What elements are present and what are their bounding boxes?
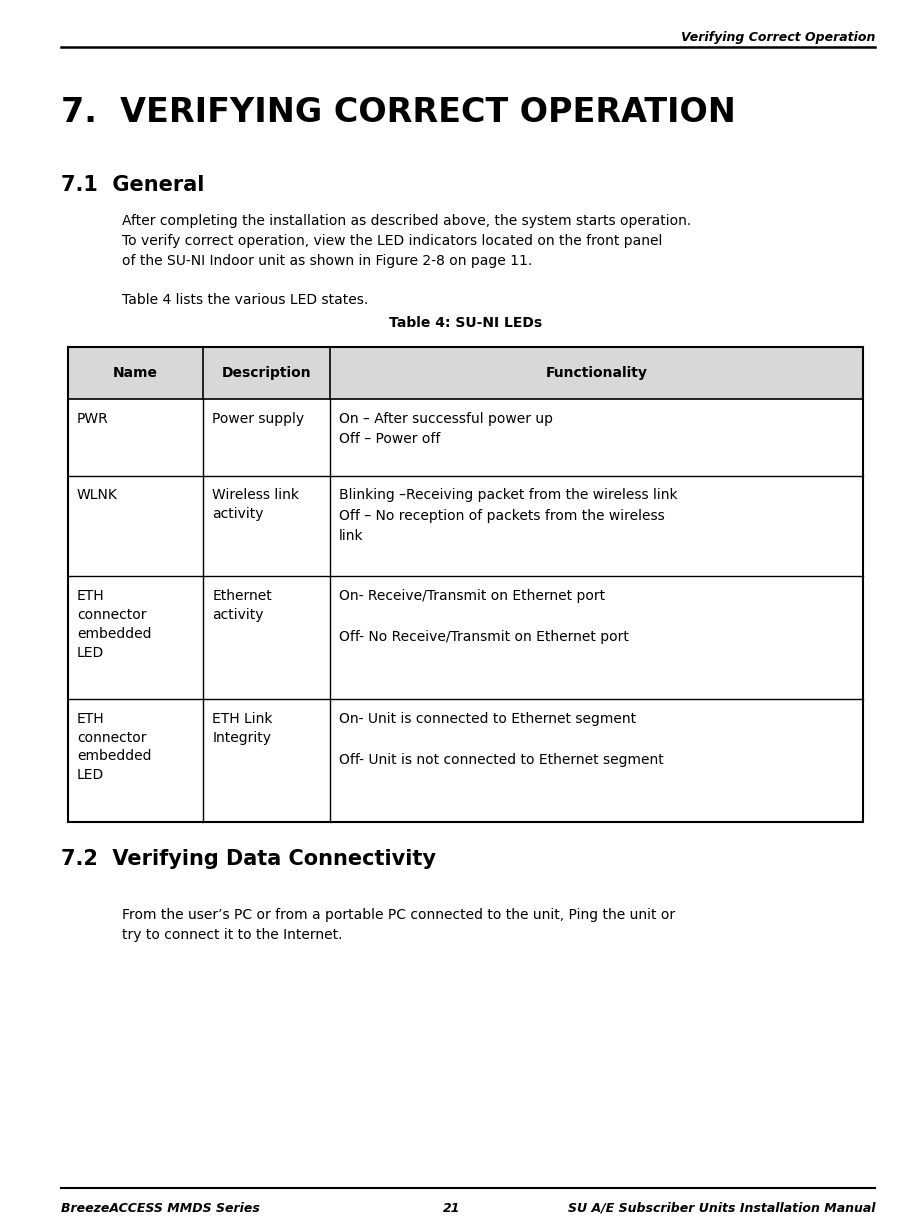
Text: Verifying Correct Operation: Verifying Correct Operation	[680, 31, 874, 44]
Text: Functionality: Functionality	[545, 366, 647, 380]
Bar	[68, 347, 862, 399]
Text: Table 4 lists the various LED states.: Table 4 lists the various LED states.	[122, 293, 368, 306]
Text: Blinking –Receiving packet from the wireless link
Off – No reception of packets : Blinking –Receiving packet from the wire…	[339, 488, 677, 543]
Text: After completing the installation as described above, the system starts operatio: After completing the installation as des…	[122, 214, 691, 268]
Text: Table 4: SU-NI LEDs: Table 4: SU-NI LEDs	[388, 316, 542, 329]
Text: BreezeACCESS MMDS Series: BreezeACCESS MMDS Series	[61, 1202, 260, 1215]
Text: 7.2  Verifying Data Connectivity: 7.2 Verifying Data Connectivity	[61, 849, 436, 869]
Text: Wireless link
activity: Wireless link activity	[212, 488, 299, 521]
Text: WLNK: WLNK	[77, 488, 117, 501]
Text: Name: Name	[113, 366, 158, 380]
Text: ETH
connector
embedded
LED: ETH connector embedded LED	[77, 712, 151, 783]
Text: From the user’s PC or from a portable PC connected to the unit, Ping the unit or: From the user’s PC or from a portable PC…	[122, 908, 675, 943]
Text: On- Unit is connected to Ethernet segment

Off- Unit is not connected to Etherne: On- Unit is connected to Ethernet segmen…	[339, 712, 663, 767]
Text: SU A/E Subscriber Units Installation Manual: SU A/E Subscriber Units Installation Man…	[567, 1202, 874, 1215]
Text: On- Receive/Transmit on Ethernet port

Off- No Receive/Transmit on Ethernet port: On- Receive/Transmit on Ethernet port Of…	[339, 589, 628, 644]
Text: On – After successful power up
Off – Power off: On – After successful power up Off – Pow…	[339, 412, 553, 446]
Bar	[68, 347, 862, 822]
Text: Power supply: Power supply	[212, 412, 304, 425]
Text: ETH Link
Integrity: ETH Link Integrity	[212, 712, 273, 745]
Text: 21: 21	[442, 1202, 461, 1215]
Text: Ethernet
activity: Ethernet activity	[212, 589, 272, 622]
Text: 7.  VERIFYING CORRECT OPERATION: 7. VERIFYING CORRECT OPERATION	[61, 96, 736, 129]
Text: ETH
connector
embedded
LED: ETH connector embedded LED	[77, 589, 151, 660]
Text: PWR: PWR	[77, 412, 108, 425]
Text: 7.1  General: 7.1 General	[61, 175, 205, 194]
Text: Description: Description	[221, 366, 312, 380]
